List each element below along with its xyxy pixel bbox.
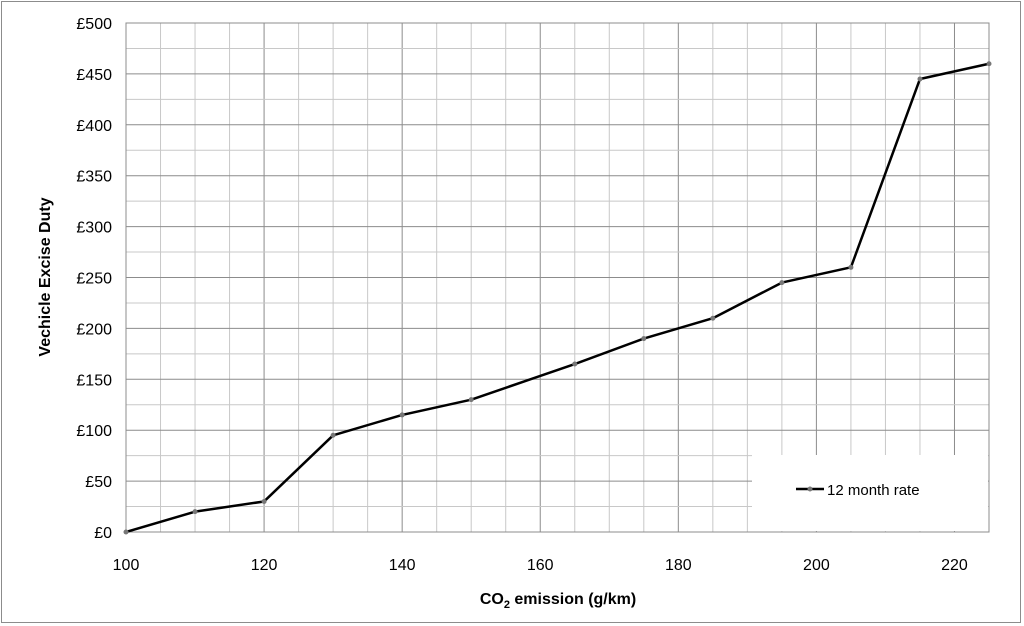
grid-lines — [125, 22, 990, 533]
data-point — [572, 361, 578, 367]
x-tick-label: 120 — [251, 557, 278, 574]
y-tick-label: £450 — [76, 67, 112, 84]
y-tick-label: £0 — [94, 525, 112, 542]
x-axis-title-main: CO — [480, 591, 504, 608]
x-axis-title-sub: 2 — [504, 599, 510, 611]
y-tick-label: £250 — [76, 271, 112, 288]
x-tick-label: 220 — [941, 557, 968, 574]
y-tick-label: £200 — [76, 321, 112, 338]
series-layer — [123, 61, 992, 535]
data-point — [330, 432, 336, 438]
data-point — [917, 76, 923, 82]
data-point — [399, 412, 405, 418]
y-tick-label: £300 — [76, 220, 112, 237]
data-point — [261, 498, 267, 504]
x-tick-label: 100 — [113, 557, 140, 574]
y-axis-title: Vechicle Excise Duty — [37, 197, 54, 356]
data-point — [641, 336, 647, 342]
y-tick-labels: £0 £50 £100 £150 £200 £250 £300 £350 £400 £450 £50… — [76, 16, 112, 542]
y-tick-label: £150 — [76, 372, 112, 389]
legend-box — [752, 455, 988, 531]
y-tick-label: £350 — [76, 169, 112, 186]
x-axis-title-rest: emission (g/km) — [510, 591, 636, 608]
y-tick-label: £50 — [85, 474, 112, 491]
data-point — [848, 264, 854, 270]
data-point — [123, 529, 129, 535]
y-tick-label: £400 — [76, 118, 112, 135]
x-tick-label: 160 — [527, 557, 554, 574]
legend: 12 month rate — [752, 455, 988, 531]
legend-marker — [807, 486, 813, 492]
data-point — [710, 315, 716, 321]
y-tick-label: £100 — [76, 423, 112, 440]
x-axis-title: CO2 emission (g/km) — [480, 591, 636, 611]
data-point — [192, 509, 198, 515]
plot-area-border — [125, 22, 990, 533]
x-tick-label: 140 — [389, 557, 416, 574]
x-tick-label: 180 — [665, 557, 692, 574]
data-point — [468, 397, 474, 403]
x-tick-labels: 100 120 140 160 180 200 220 — [113, 557, 968, 574]
data-point — [986, 61, 992, 67]
x-tick-label: 200 — [803, 557, 830, 574]
data-point — [779, 280, 785, 286]
legend-label: 12 month rate — [827, 482, 920, 499]
y-tick-label: £500 — [76, 16, 112, 33]
